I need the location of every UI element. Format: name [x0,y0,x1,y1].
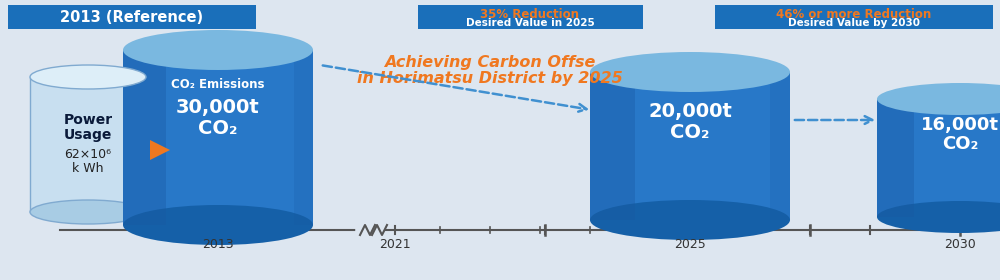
Text: Power: Power [63,113,113,127]
Text: 2025: 2025 [674,237,706,251]
Text: Desired Value in 2025: Desired Value in 2025 [466,18,594,28]
Text: Achieving Carbon Offse: Achieving Carbon Offse [384,55,596,69]
Polygon shape [294,50,313,225]
Polygon shape [770,72,790,220]
Text: k Wh: k Wh [72,162,104,176]
Text: Desired Value by 2030: Desired Value by 2030 [788,18,920,28]
FancyBboxPatch shape [418,5,643,29]
Text: 20,000t: 20,000t [648,102,732,122]
FancyBboxPatch shape [715,5,993,29]
Text: 2021: 2021 [379,237,411,251]
Text: 62×10⁶: 62×10⁶ [64,148,112,160]
Ellipse shape [877,83,1000,115]
Ellipse shape [30,65,146,89]
Text: 2030: 2030 [944,237,976,251]
Polygon shape [123,50,313,225]
Text: 16,000t: 16,000t [921,116,999,134]
Polygon shape [590,72,635,220]
Ellipse shape [590,200,790,240]
Text: CO₂ Emissions: CO₂ Emissions [171,78,265,92]
Text: 35% Reduction: 35% Reduction [480,8,580,20]
Ellipse shape [590,52,790,92]
Polygon shape [30,77,146,212]
Text: 46% or more Reduction: 46% or more Reduction [776,8,932,20]
Ellipse shape [877,201,1000,233]
Ellipse shape [30,200,146,224]
Text: Usage: Usage [64,128,112,142]
Ellipse shape [123,205,313,245]
Text: CO₂: CO₂ [670,123,710,141]
Polygon shape [590,72,790,220]
Text: CO₂: CO₂ [942,135,978,153]
Polygon shape [123,50,166,225]
Polygon shape [877,99,914,217]
Text: in Horimatsu District by 2025: in Horimatsu District by 2025 [357,71,623,85]
Ellipse shape [123,30,313,70]
Polygon shape [150,140,170,160]
FancyBboxPatch shape [8,5,256,29]
Text: 30,000t: 30,000t [176,99,260,118]
Text: CO₂: CO₂ [198,118,238,137]
Text: 2013: 2013 [202,237,234,251]
Text: 2013 (Reference): 2013 (Reference) [60,10,204,25]
Polygon shape [877,99,1000,217]
